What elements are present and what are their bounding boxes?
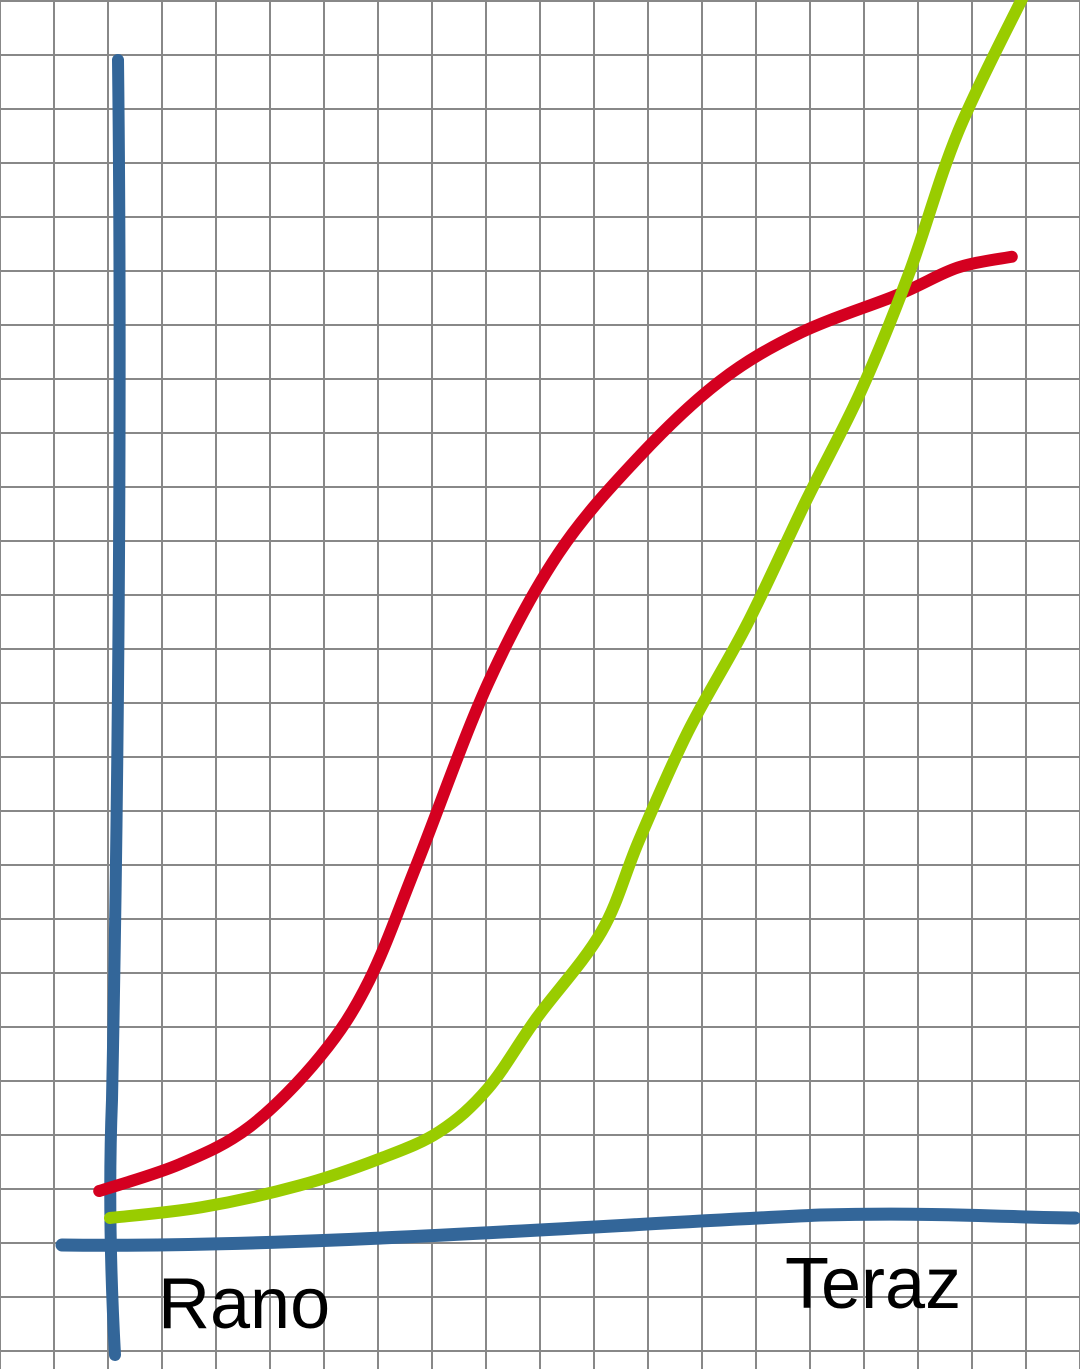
x-label-end: Teraz xyxy=(785,1244,962,1324)
series-line-1 xyxy=(93,250,1018,1197)
axes xyxy=(55,54,1080,1361)
x-axis xyxy=(55,1207,1080,1252)
series-lines xyxy=(93,0,1029,1224)
y-axis xyxy=(104,54,126,1361)
x-label-start: Rano xyxy=(158,1264,331,1344)
series-line-2 xyxy=(104,0,1029,1224)
